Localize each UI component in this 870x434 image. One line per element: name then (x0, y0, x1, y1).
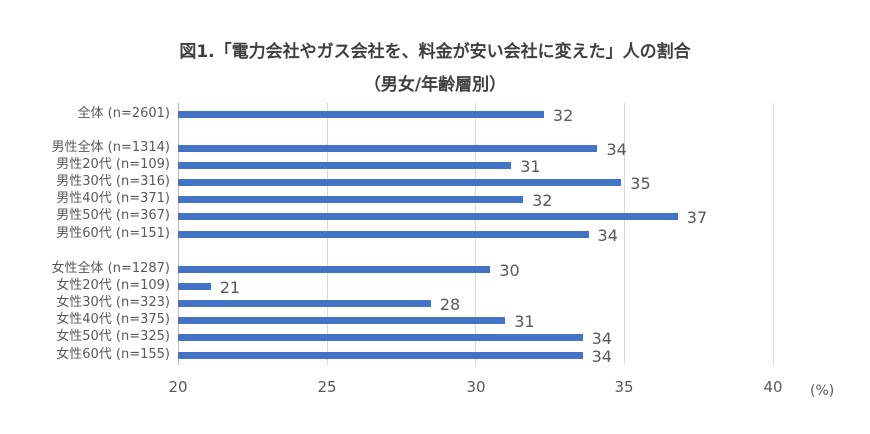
chart-subtitle: （男女/年齢層別） (363, 75, 507, 95)
data-label: 21 (219, 278, 241, 297)
category-label: 女性50代 (n=325) (56, 329, 170, 344)
x-tick: 25 (317, 378, 337, 396)
bar (178, 213, 678, 220)
gridline (624, 103, 625, 365)
bar (178, 111, 544, 118)
category-label: 男性全体 (n=1314) (51, 140, 171, 155)
data-label: 31 (520, 157, 541, 176)
x-tick: 35 (614, 378, 634, 396)
x-tick: 30 (466, 378, 486, 396)
data-label: 35 (630, 174, 651, 193)
gridline (773, 103, 774, 365)
data-label: 37 (686, 208, 708, 227)
x-tick: 20 (168, 378, 188, 396)
data-label: 34 (591, 329, 612, 348)
data-label: 34 (606, 140, 627, 159)
category-label: 女性30代 (n=323) (56, 295, 170, 310)
category-label: 男性20代 (n=109) (56, 157, 170, 172)
data-label: 31 (514, 312, 535, 331)
bar (178, 300, 431, 307)
bar (178, 283, 211, 290)
category-label: 男性30代 (n=316) (56, 174, 170, 189)
bar (178, 196, 524, 203)
bar (178, 334, 583, 341)
category-label: 女性60代 (n=155) (56, 347, 170, 362)
bar (178, 231, 589, 238)
x-tick: 40 (763, 378, 783, 396)
data-label: 32 (532, 191, 553, 210)
data-label: 28 (439, 295, 461, 314)
category-label: 女性全体 (n=1287) (51, 261, 171, 276)
category-label: 女性20代 (n=109) (56, 278, 170, 293)
chart-title: 図1.「電力会社やガス会社を、料金が安い会社に変えた」人の割合 (179, 42, 691, 62)
category-label: 男性60代 (n=151) (56, 226, 170, 241)
bar (178, 145, 598, 152)
data-label: 34 (591, 347, 612, 366)
bar (178, 266, 491, 273)
bar (178, 162, 512, 169)
bar (178, 352, 583, 359)
category-label: 男性50代 (n=367) (56, 208, 170, 223)
category-label: 女性40代 (n=375) (56, 312, 170, 327)
category-label: 男性40代 (n=371) (56, 191, 170, 206)
x-axis-unit: (%) (810, 383, 835, 399)
data-label: 32 (552, 106, 574, 125)
bar (178, 179, 622, 186)
category-label: 全体 (n=2601) (77, 106, 171, 121)
data-label: 30 (499, 261, 520, 280)
bar (178, 317, 506, 324)
data-label: 34 (597, 226, 618, 245)
